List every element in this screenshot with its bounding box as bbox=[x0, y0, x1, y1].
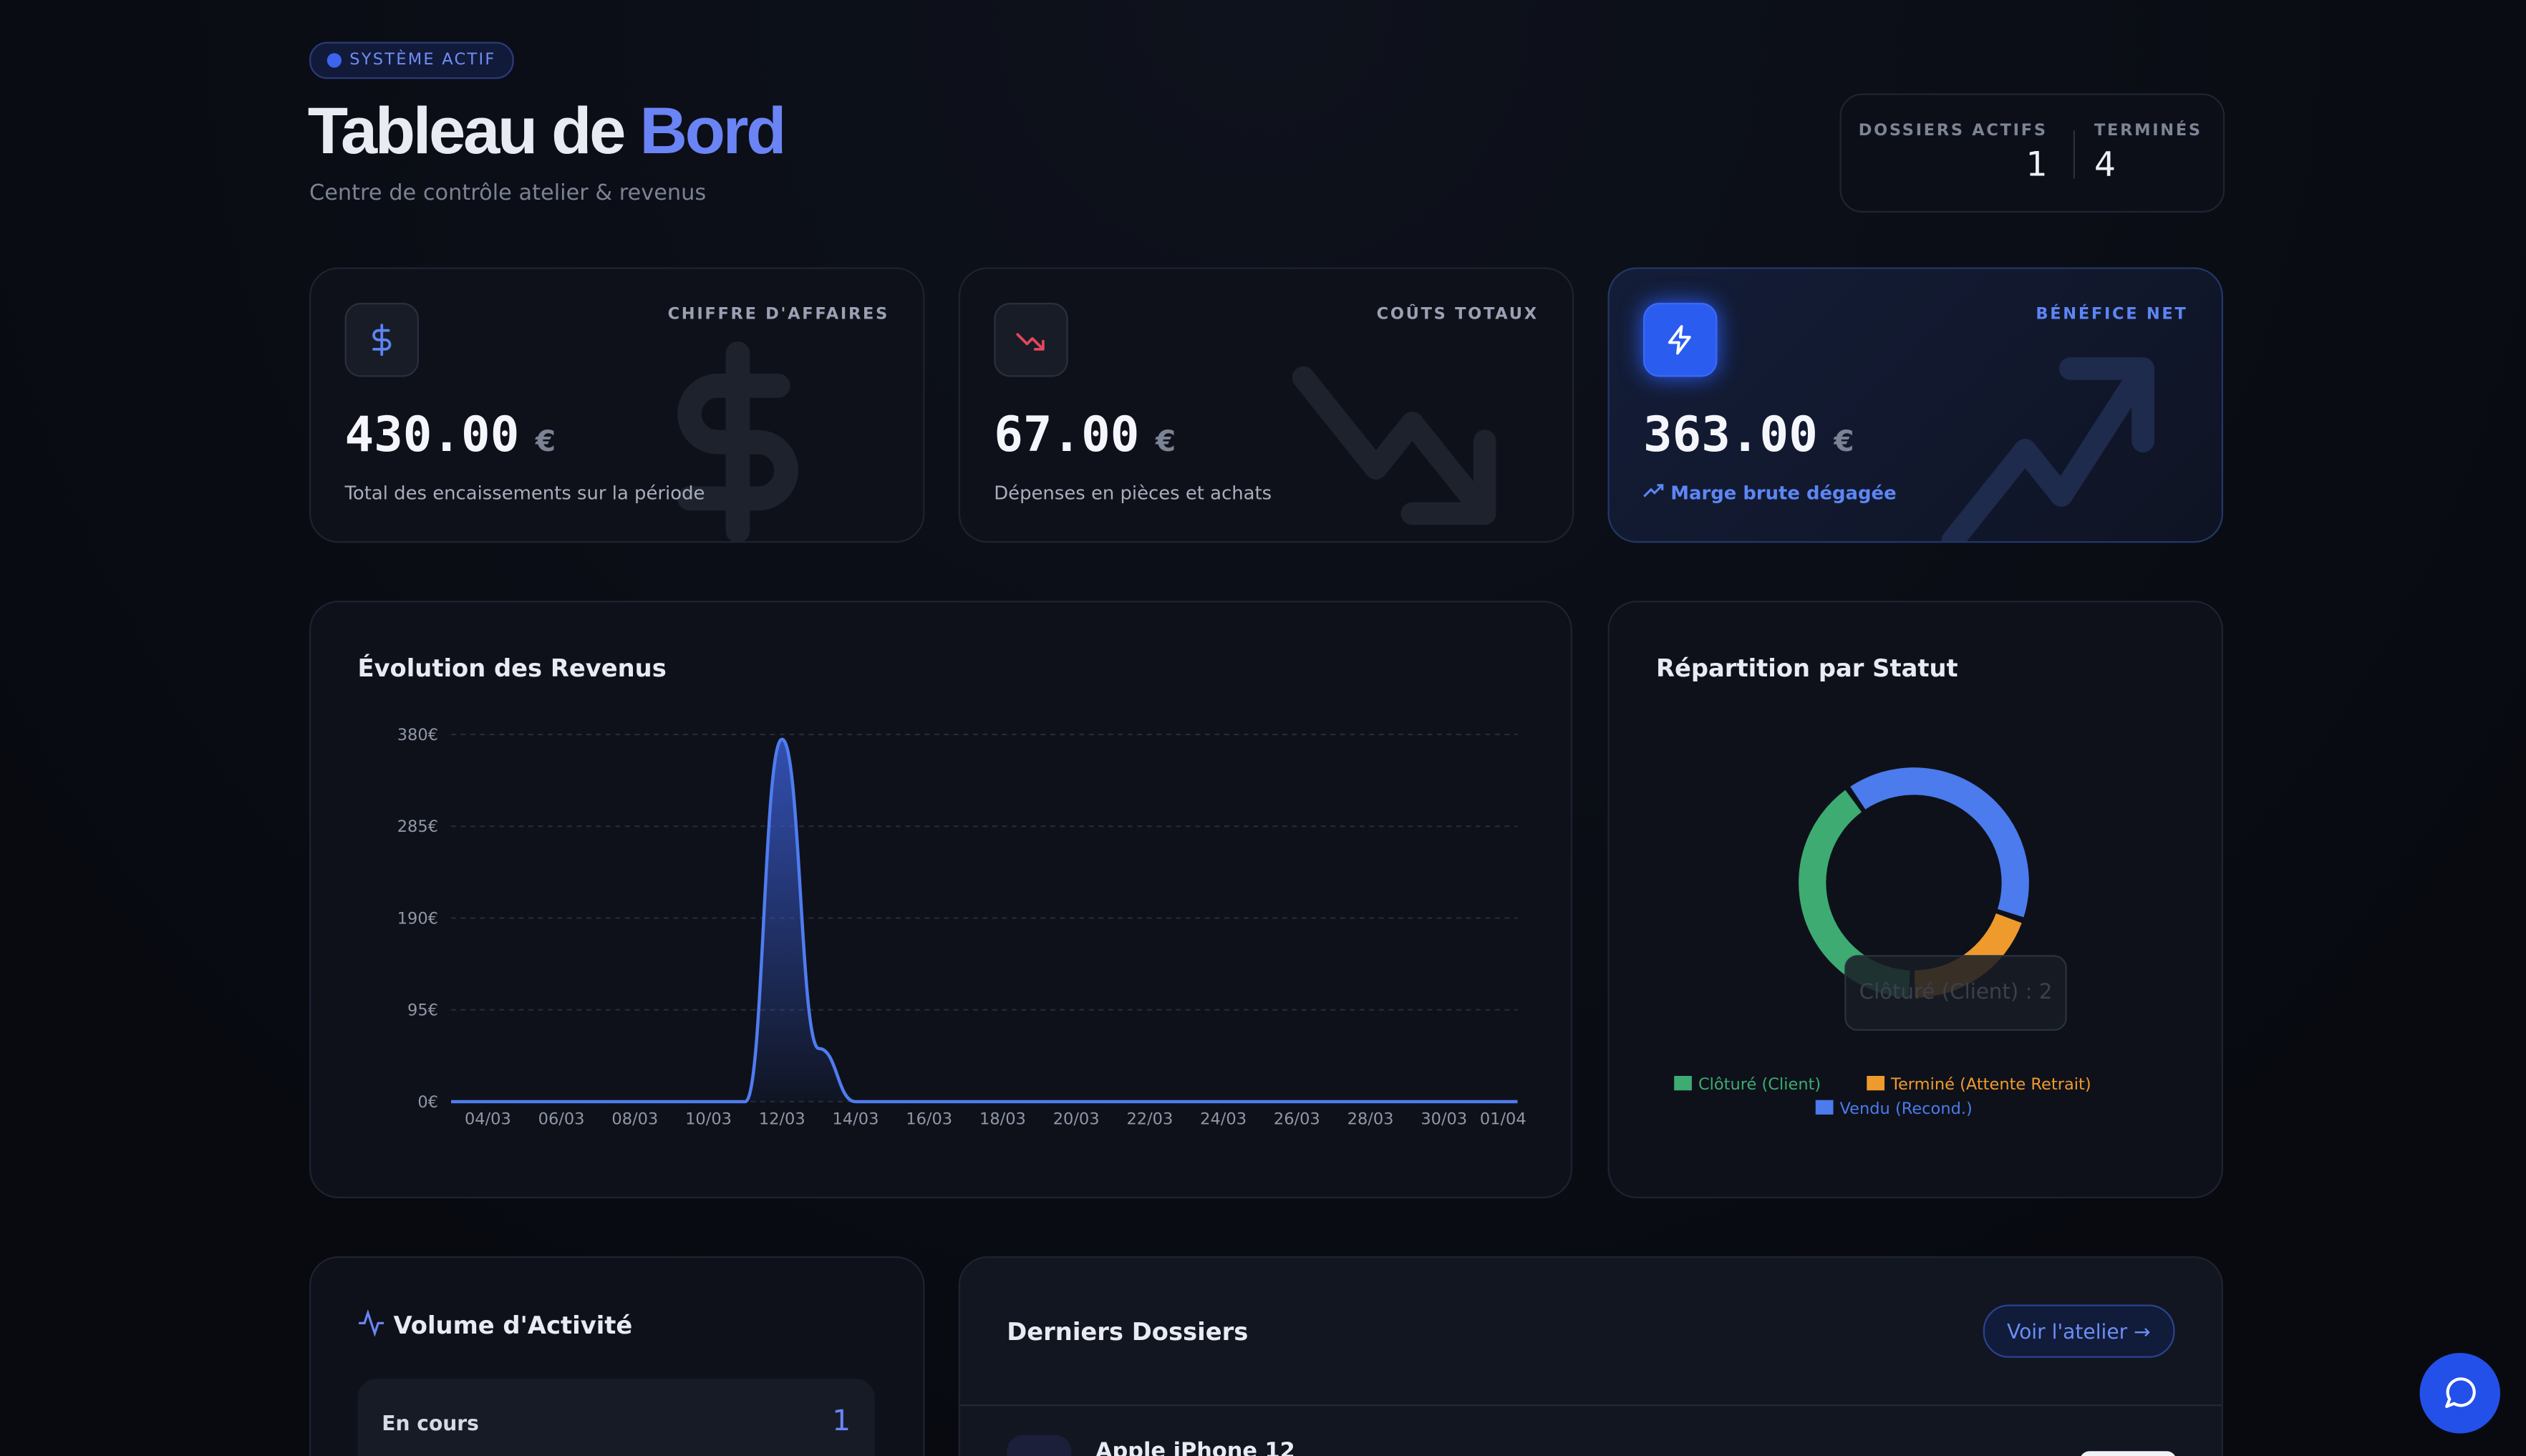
kpi-card: CHIFFRE D'AFFAIRES 430.00 € Total des enc… bbox=[309, 267, 925, 543]
x-tick-label: 01/04 bbox=[1480, 1110, 1526, 1129]
x-tick-label: 12/03 bbox=[759, 1110, 805, 1129]
caption-text: Marge brute dégagée bbox=[1670, 481, 1897, 505]
kpi-value: 67.00 € bbox=[994, 407, 1176, 464]
kpi-unit: € bbox=[1155, 425, 1176, 460]
legend-swatch bbox=[1815, 1100, 1834, 1115]
x-tick-label: 28/03 bbox=[1347, 1110, 1394, 1129]
kpi-unit: € bbox=[1834, 425, 1854, 460]
bg-icon bbox=[1941, 357, 2154, 541]
legend-label: Clôturé (Client) bbox=[1698, 1075, 1821, 1094]
row-value: 1 bbox=[832, 1404, 851, 1439]
kpi-icon bbox=[344, 303, 419, 377]
status-card: Répartition par Statut bbox=[1607, 601, 2223, 1198]
x-tick-label: 20/03 bbox=[1053, 1110, 1100, 1129]
bg-icon bbox=[1292, 366, 1496, 525]
row-label: En cours bbox=[382, 1411, 479, 1435]
kpi-unit: € bbox=[535, 425, 556, 460]
page-title: Tableau de Bord bbox=[307, 93, 787, 170]
donut-segment bbox=[1850, 767, 2029, 918]
x-tick-label: 18/03 bbox=[979, 1110, 1026, 1129]
stats-box: DOSSIERS ACTIFS 1 TERMINÉS 4 bbox=[1839, 93, 2225, 213]
title-text: Volume d'Activité bbox=[393, 1311, 633, 1341]
kpi-icon bbox=[1643, 303, 1718, 377]
activity-card: Volume d'Activité En cours 1 bbox=[309, 1256, 925, 1456]
x-tick-label: 24/03 bbox=[1200, 1110, 1247, 1129]
kpi-card: BÉNÉFICE NET 363.00 € Marge brute dégagée bbox=[1607, 267, 2223, 543]
stat-label: DOSSIERS ACTIFS bbox=[1858, 122, 2048, 140]
legend-label: Terminé (Attente Retrait) bbox=[1890, 1075, 2091, 1094]
item-badge bbox=[2079, 1451, 2177, 1456]
kpi-value: 430.00 € bbox=[345, 407, 556, 464]
recent-card: Derniers Dossiers Voir l'atelier → Apple… bbox=[958, 1256, 2223, 1456]
status-dot bbox=[326, 53, 342, 68]
title-accent: Bord bbox=[639, 93, 786, 168]
x-tick-label: 08/03 bbox=[611, 1110, 658, 1129]
bg-icon bbox=[677, 341, 798, 541]
tooltip: Clôturé (Client) : 2 bbox=[1844, 955, 2067, 1031]
x-tick-label: 10/03 bbox=[685, 1110, 732, 1129]
area bbox=[451, 739, 1518, 1102]
link-text: Voir l'atelier bbox=[2007, 1319, 2128, 1344]
legend-swatch bbox=[1867, 1076, 1885, 1091]
y-tick-label: 380€ bbox=[397, 726, 438, 744]
x-tick-label: 14/03 bbox=[833, 1110, 879, 1129]
stat-value: 4 bbox=[2094, 145, 2116, 184]
x-tick-label: 06/03 bbox=[538, 1110, 585, 1129]
kpi-card: COÛTS TOTAUX 67.00 € Dépenses en pièces e… bbox=[958, 267, 1574, 543]
title-main: Tableau de bbox=[307, 93, 626, 168]
kpi-label: BÉNÉFICE NET bbox=[2036, 306, 2188, 324]
chart-title: Évolution des Revenus bbox=[357, 654, 667, 684]
stat-label: TERMINÉS bbox=[2094, 122, 2202, 140]
activity-row: En cours 1 bbox=[357, 1379, 875, 1456]
kpi-caption: Total des encaissements sur la période bbox=[344, 481, 705, 505]
activity-title: Volume d'Activité bbox=[358, 1309, 633, 1341]
status-badge: SYSTÈME ACTIF bbox=[309, 42, 514, 79]
stat-value: 1 bbox=[2026, 145, 2048, 184]
kpi-icon bbox=[994, 303, 1068, 377]
kpi-value: 363.00 € bbox=[1643, 407, 1854, 464]
y-tick-label: 95€ bbox=[407, 1001, 438, 1020]
chat-button[interactable] bbox=[2419, 1353, 2500, 1434]
atelier-link[interactable]: Voir l'atelier → bbox=[1983, 1304, 2175, 1358]
legend-label: Vendu (Recond.) bbox=[1840, 1100, 1973, 1118]
kpi-number: 363.00 bbox=[1643, 407, 1818, 464]
item-icon bbox=[1007, 1435, 1072, 1456]
kpi-label: COÛTS TOTAUX bbox=[1376, 306, 1539, 324]
x-tick-label: 04/03 bbox=[465, 1110, 511, 1129]
y-tick-label: 285€ bbox=[397, 817, 438, 836]
line bbox=[450, 737, 1518, 1104]
divider bbox=[2073, 130, 2075, 179]
chart-title: Répartition par Statut bbox=[1656, 654, 1958, 684]
kpi-number: 67.00 bbox=[994, 407, 1140, 464]
y-tick-label: 0€ bbox=[417, 1093, 438, 1112]
badge-text: SYSTÈME ACTIF bbox=[349, 52, 496, 69]
item-name[interactable]: Apple iPhone 12 bbox=[1095, 1438, 1295, 1456]
x-tick-label: 22/03 bbox=[1126, 1110, 1173, 1129]
x-tick-label: 26/03 bbox=[1274, 1110, 1320, 1129]
page-subtitle: Centre de contrôle atelier & revenus bbox=[309, 180, 707, 206]
divider bbox=[960, 1404, 2222, 1407]
kpi-caption: Dépenses en pièces et achats bbox=[994, 481, 1272, 505]
y-tick-label: 190€ bbox=[397, 909, 438, 928]
x-tick-label: 16/03 bbox=[906, 1110, 952, 1129]
kpi-caption: Marge brute dégagée bbox=[1643, 481, 1897, 505]
x-tick-label: 30/03 bbox=[1421, 1110, 1467, 1129]
kpi-number: 430.00 bbox=[344, 407, 520, 464]
revenue-card: Évolution des Revenus bbox=[309, 601, 1572, 1198]
kpi-label: CHIFFRE D'AFFAIRES bbox=[667, 306, 889, 324]
recent-title: Derniers Dossiers bbox=[1007, 1317, 1249, 1347]
legend-swatch bbox=[1674, 1076, 1692, 1091]
